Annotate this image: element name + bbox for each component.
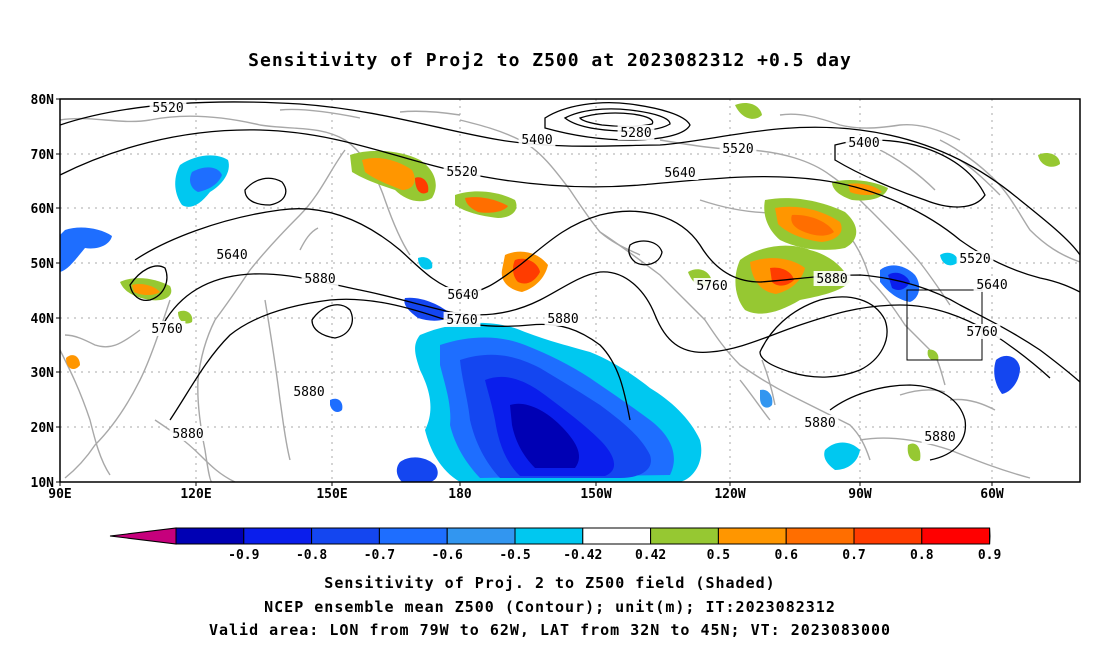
lon-label: 150E bbox=[316, 487, 347, 502]
contour-label: 5400 bbox=[848, 136, 879, 151]
contour-label: 5880 bbox=[924, 430, 955, 445]
colorbar-label: 0.5 bbox=[707, 548, 730, 563]
caption-line-2: NCEP ensemble mean Z500 (Contour); unit(… bbox=[264, 598, 836, 616]
lon-label: 120E bbox=[180, 487, 211, 502]
latitude-labels: 80N 70N 60N 50N 40N 30N 20N 10N bbox=[31, 93, 60, 491]
lon-label: 90W bbox=[848, 487, 872, 502]
colorbar-swatch bbox=[378, 527, 448, 545]
contour-label: 5640 bbox=[447, 288, 478, 303]
contour-label: 5880 bbox=[304, 272, 335, 287]
coastlines bbox=[60, 108, 1080, 482]
negative-sensitivity-shading bbox=[60, 155, 1020, 482]
contour-label: 5280 bbox=[620, 126, 651, 141]
colorbar-label: -0.9 bbox=[228, 548, 259, 563]
contour-label: 5640 bbox=[216, 248, 247, 263]
colorbar-swatch bbox=[243, 527, 313, 545]
contour-label: 5760 bbox=[696, 279, 727, 294]
caption-line-3: Valid area: LON from 79W to 62W, LAT fro… bbox=[208, 621, 892, 639]
colorbar-swatch bbox=[853, 527, 923, 545]
contour-labels: 5520 5400 5280 5520 5400 5520 5640 5640 5880 5640… bbox=[148, 100, 1011, 445]
contour-label: 5880 bbox=[816, 272, 847, 287]
contour-label: 5640 bbox=[664, 166, 695, 181]
colorbar-swatch bbox=[650, 527, 719, 545]
contour-label: 5880 bbox=[547, 312, 578, 327]
lon-label: 60W bbox=[980, 487, 1004, 502]
contour-label: 5400 bbox=[521, 133, 552, 148]
lon-label: 180 bbox=[448, 487, 472, 502]
colorbar-swatch bbox=[582, 527, 652, 545]
colorbar-label: -0.5 bbox=[499, 548, 530, 563]
colorbar-label: 0.8 bbox=[910, 548, 934, 563]
contour-label: 5520 bbox=[722, 142, 753, 157]
colorbar-min-arrow bbox=[109, 527, 177, 545]
contour-label: 5760 bbox=[446, 313, 477, 328]
contour-label: 5520 bbox=[152, 101, 183, 116]
lon-label: 150W bbox=[580, 487, 611, 502]
colorbar-label: -0.8 bbox=[296, 548, 327, 563]
contour-label: 5760 bbox=[966, 325, 997, 340]
caption-line-1: Sensitivity of Proj. 2 to Z500 field (Sh… bbox=[324, 574, 776, 592]
colorbar-swatch bbox=[446, 527, 516, 545]
contour-label: 5760 bbox=[151, 322, 182, 337]
colorbar-swatch bbox=[785, 527, 855, 545]
lat-label: 30N bbox=[31, 366, 55, 381]
colorbar-label: -0.42 bbox=[563, 548, 602, 563]
colorbar-label: 0.9 bbox=[978, 548, 1001, 563]
lat-label: 70N bbox=[31, 148, 55, 163]
colorbar-swatch bbox=[311, 527, 380, 545]
map-frame bbox=[59, 98, 1081, 483]
longitude-labels: 90E 120E 150E 180 150W 120W 90W 60W bbox=[48, 482, 1004, 502]
lat-label: 10N bbox=[31, 476, 55, 491]
colorbar-label: -0.6 bbox=[432, 548, 463, 563]
colorbar-label: 0.7 bbox=[842, 548, 865, 563]
contour-label: 5880 bbox=[172, 427, 203, 442]
lon-label: 120W bbox=[714, 487, 745, 502]
colorbar-label: -0.7 bbox=[364, 548, 395, 563]
contour-label: 5640 bbox=[976, 278, 1007, 293]
gridlines bbox=[60, 99, 1080, 482]
contour-label: 5520 bbox=[446, 165, 477, 180]
lat-label: 80N bbox=[31, 93, 55, 108]
colorbar-swatch bbox=[921, 527, 991, 545]
colorbar-label: 0.6 bbox=[774, 548, 798, 563]
colorbar-swatch bbox=[514, 527, 584, 545]
lat-label: 50N bbox=[31, 257, 55, 272]
contour-label: 5520 bbox=[959, 252, 990, 267]
contour-label: 5880 bbox=[293, 385, 324, 400]
colorbar-swatch bbox=[717, 527, 787, 545]
lon-label: 90E bbox=[48, 487, 71, 502]
lat-label: 40N bbox=[31, 312, 55, 327]
lat-label: 20N bbox=[31, 421, 55, 436]
colorbar-label: 0.42 bbox=[635, 548, 666, 563]
colorbar: -0.9 -0.8 -0.7 -0.6 -0.5 -0.42 0.42 0.5 0.6 0.7 0.… bbox=[109, 527, 1001, 563]
colorbar-swatch bbox=[175, 527, 245, 545]
lat-label: 60N bbox=[31, 202, 55, 217]
plot-title: Sensitivity of Proj2 to Z500 at 20230823… bbox=[248, 50, 852, 71]
contour-label: 5880 bbox=[804, 416, 835, 431]
